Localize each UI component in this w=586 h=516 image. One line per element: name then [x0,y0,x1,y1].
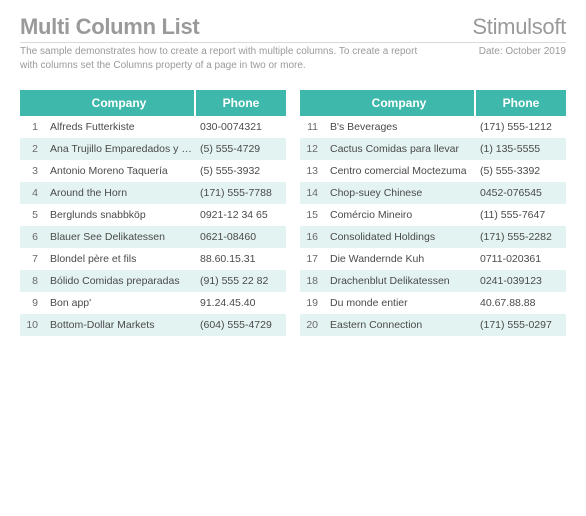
header-company: Company [44,90,196,116]
table-row: 10Bottom-Dollar Markets(604) 555-4729 [20,314,286,336]
multi-column-list: Company Phone 1Alfreds Futterkiste030-00… [20,90,566,336]
table-row: 8Bólido Comidas preparadas(91) 555 22 82 [20,270,286,292]
table-row: 7Blondel père et fils88.60.15.31 [20,248,286,270]
table-row: 9Bon app'91.24.45.40 [20,292,286,314]
header-index [20,90,44,116]
header-index [300,90,324,116]
table-row: 15Comércio Mineiro(11) 555-7647 [300,204,566,226]
table-row: 16Consolidated Holdings(171) 555-2282 [300,226,566,248]
row-index: 20 [300,319,324,331]
row-phone: (171) 555-0297 [476,319,566,331]
list-column-right: Company Phone 11B's Beverages(171) 555-1… [300,90,566,336]
report-description: The sample demonstrates how to create a … [20,45,420,72]
row-company: B's Beverages [324,121,476,133]
row-company: Ana Trujillo Emparedados y helado [44,143,196,155]
row-phone: (171) 555-7788 [196,187,286,199]
row-index: 11 [300,121,324,133]
table-row: 2Ana Trujillo Emparedados y helado(5) 55… [20,138,286,160]
header-phone: Phone [476,90,566,116]
row-company: Drachenblut Delikatessen [324,275,476,287]
row-index: 12 [300,143,324,155]
page-title: Multi Column List [20,14,199,40]
report-page: Multi Column List Stimulsoft The sample … [0,0,586,350]
row-company: Bon app' [44,297,196,309]
row-company: Around the Horn [44,187,196,199]
row-index: 9 [20,297,44,309]
row-index: 2 [20,143,44,155]
table-row: 11B's Beverages(171) 555-1212 [300,116,566,138]
row-company: Du monde entier [324,297,476,309]
row-phone: (5) 555-3932 [196,165,286,177]
row-company: Chop-suey Chinese [324,187,476,199]
brand-label: Stimulsoft [472,14,566,40]
column-header: Company Phone [300,90,566,116]
row-phone: 91.24.45.40 [196,297,286,309]
table-row: 5Berglunds snabbköp0921-12 34 65 [20,204,286,226]
row-index: 15 [300,209,324,221]
table-row: 12Cactus Comidas para llevar(1) 135-5555 [300,138,566,160]
row-phone: 40.67.88.88 [476,297,566,309]
row-index: 16 [300,231,324,243]
row-index: 5 [20,209,44,221]
header-company: Company [324,90,476,116]
row-phone: (1) 135-5555 [476,143,566,155]
row-phone: (171) 555-2282 [476,231,566,243]
row-phone: 0921-12 34 65 [196,209,286,221]
row-company: Comércio Mineiro [324,209,476,221]
row-index: 17 [300,253,324,265]
row-phone: (171) 555-1212 [476,121,566,133]
row-index: 3 [20,165,44,177]
report-subheader: The sample demonstrates how to create a … [20,45,566,72]
column-header: Company Phone [20,90,286,116]
row-phone: 0241-039123 [476,275,566,287]
report-date: Date: October 2019 [479,45,566,72]
row-index: 10 [20,319,44,331]
row-company: Bottom-Dollar Markets [44,319,196,331]
table-row: 19Du monde entier40.67.88.88 [300,292,566,314]
row-index: 4 [20,187,44,199]
row-index: 6 [20,231,44,243]
table-row: 1Alfreds Futterkiste030-0074321 [20,116,286,138]
row-company: Blauer See Delikatessen [44,231,196,243]
row-index: 14 [300,187,324,199]
row-index: 19 [300,297,324,309]
header-phone: Phone [196,90,286,116]
row-company: Consolidated Holdings [324,231,476,243]
row-phone: 88.60.15.31 [196,253,286,265]
table-row: 13Centro comercial Moctezuma(5) 555-3392 [300,160,566,182]
row-index: 8 [20,275,44,287]
row-phone: 030-0074321 [196,121,286,133]
row-company: Eastern Connection [324,319,476,331]
table-row: 4Around the Horn(171) 555-7788 [20,182,286,204]
table-row: 3Antonio Moreno Taquería(5) 555-3932 [20,160,286,182]
list-column-left: Company Phone 1Alfreds Futterkiste030-00… [20,90,286,336]
table-row: 6Blauer See Delikatessen0621-08460 [20,226,286,248]
row-company: Centro comercial Moctezuma [324,165,476,177]
table-row: 14Chop-suey Chinese0452-076545 [300,182,566,204]
table-row: 20Eastern Connection(171) 555-0297 [300,314,566,336]
report-header: Multi Column List Stimulsoft [20,14,566,43]
row-company: Blondel père et fils [44,253,196,265]
table-row: 17Die Wandernde Kuh0711-020361 [300,248,566,270]
row-index: 1 [20,121,44,133]
row-phone: (91) 555 22 82 [196,275,286,287]
row-phone: 0452-076545 [476,187,566,199]
row-company: Cactus Comidas para llevar [324,143,476,155]
row-phone: 0711-020361 [476,253,566,265]
row-index: 7 [20,253,44,265]
row-phone: (5) 555-4729 [196,143,286,155]
row-phone: (604) 555-4729 [196,319,286,331]
row-phone: (5) 555-3392 [476,165,566,177]
row-company: Bólido Comidas preparadas [44,275,196,287]
row-company: Die Wandernde Kuh [324,253,476,265]
row-company: Alfreds Futterkiste [44,121,196,133]
table-row: 18Drachenblut Delikatessen0241-039123 [300,270,566,292]
row-index: 13 [300,165,324,177]
row-company: Antonio Moreno Taquería [44,165,196,177]
row-company: Berglunds snabbköp [44,209,196,221]
row-index: 18 [300,275,324,287]
row-phone: 0621-08460 [196,231,286,243]
row-phone: (11) 555-7647 [476,209,566,221]
